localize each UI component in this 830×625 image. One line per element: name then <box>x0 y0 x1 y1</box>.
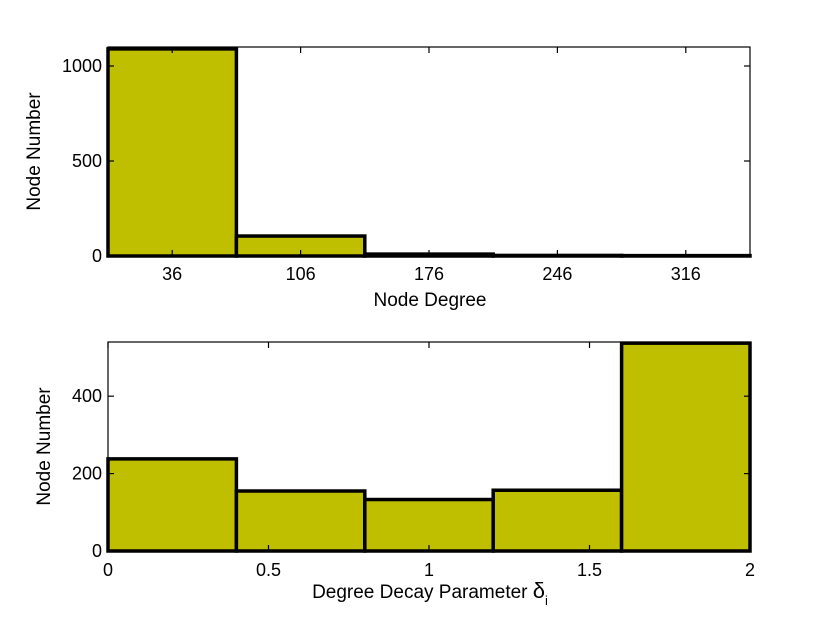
bottom-x-tick-label: 1.5 <box>577 560 602 580</box>
bottom-bar-3 <box>491 488 624 553</box>
bottom-x-tick-label: 2 <box>745 560 755 580</box>
bottom-y-tick-label: 400 <box>72 386 102 406</box>
bottom-bar-4 <box>619 341 752 553</box>
top-x-tick-label: 316 <box>671 264 701 284</box>
bottom-bar-0 <box>106 457 239 553</box>
bottom-histogram: 0 200 400 0 0.5 1 1.5 2 Degree Decay Parameter… <box>34 341 755 608</box>
top-x-tick-label: 106 <box>286 264 316 284</box>
bottom-x-axis-label-text: Degree Decay Parameter <box>312 582 528 603</box>
bottom-y-axis-label: Node Number <box>34 387 55 506</box>
bottom-bar-2 <box>363 497 495 553</box>
top-x-tick-label: 176 <box>414 264 444 284</box>
bottom-plot-frame <box>107 341 751 552</box>
bottom-x-tick-label: 0.5 <box>256 560 281 580</box>
top-x-axis-label: Node Degree <box>373 290 486 311</box>
bottom-y-tick-label: 0 <box>92 541 102 561</box>
top-x-tick-label: 36 <box>162 264 182 284</box>
top-y-axis-label: Node Number <box>24 92 45 211</box>
bottom-x-axis-label-symbol: δ <box>533 578 545 603</box>
top-y-tick-label: 500 <box>72 151 102 171</box>
bottom-x-tick-label: 0 <box>103 560 113 580</box>
top-y-tick-label: 1000 <box>62 56 102 76</box>
bottom-bar-1 <box>234 489 367 553</box>
bottom-y-tick-label: 200 <box>72 464 102 484</box>
top-x-tick-label: 246 <box>542 264 572 284</box>
bottom-x-axis-label-subscript: i <box>545 593 548 608</box>
top-plot-frame <box>107 46 751 257</box>
top-bar-36 <box>106 47 239 258</box>
bottom-x-axis-label: Degree Decay Parameter δi <box>312 578 548 608</box>
top-histogram: 0 500 1000 36 106 176 246 316 Node Degree Node… <box>24 46 752 311</box>
bottom-x-tick-label: 1 <box>424 560 434 580</box>
top-y-tick-label: 0 <box>92 246 102 266</box>
